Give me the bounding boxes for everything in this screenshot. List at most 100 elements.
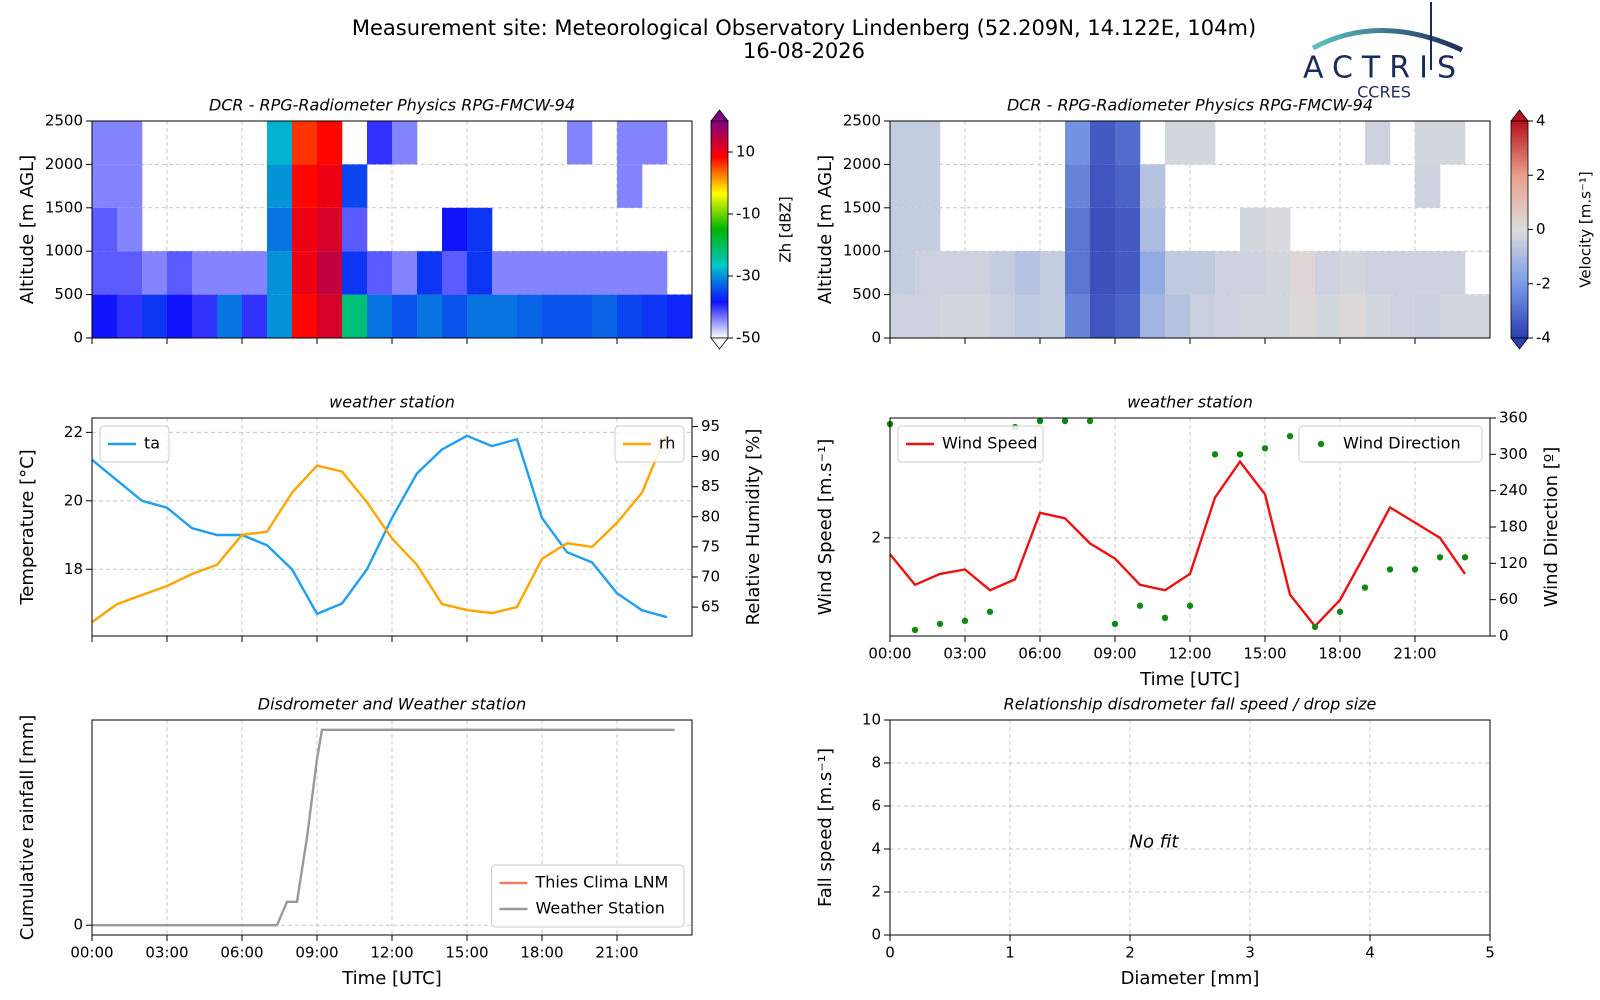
- heat-cell: [442, 251, 468, 295]
- heat-cell: [1440, 121, 1466, 165]
- legend: ta: [99, 425, 170, 463]
- heat-cell: [167, 251, 193, 295]
- heat-cell: [1415, 294, 1441, 338]
- x-tick-label: 03:00: [943, 645, 986, 663]
- heat-cell: [517, 294, 543, 338]
- heat-cell: [1065, 207, 1091, 252]
- point: [1336, 608, 1344, 615]
- y-tick-label: 500: [54, 285, 83, 303]
- y-tick-label: 2000: [45, 155, 83, 173]
- annotation: No fit: [1130, 832, 1180, 853]
- heat-cell: [1340, 294, 1366, 338]
- heat-cell: [890, 294, 916, 338]
- heat-cell: [117, 164, 143, 208]
- plot-frame: [889, 719, 1491, 936]
- plot-frame: [91, 417, 693, 637]
- legend-label: Weather Station: [536, 899, 665, 918]
- heat-cell: [1240, 294, 1266, 338]
- heat-cell: [342, 207, 368, 252]
- y2-axis-label: Wind Direction [º]: [1541, 447, 1562, 608]
- panel: DCR - RPG-Radiometer Physics RPG-FMCW-94…: [815, 96, 1595, 350]
- heat-cell: [642, 294, 668, 338]
- point: [1311, 623, 1319, 631]
- heat-cell: [317, 251, 343, 295]
- colorbar-tick-label: -4: [1536, 329, 1551, 347]
- heat-cell: [92, 294, 118, 338]
- heat-cell: [1415, 164, 1441, 208]
- y-tick-label: 2500: [45, 112, 83, 130]
- heat-cell: [1365, 294, 1391, 338]
- plot-frame: [889, 120, 1491, 339]
- heat-cell: [1115, 207, 1141, 252]
- x-tick-label: 06:00: [220, 944, 263, 962]
- x-tick-label: 4: [1365, 944, 1375, 962]
- point: [1186, 602, 1194, 609]
- point: [1086, 417, 1094, 425]
- heat-cell: [1115, 294, 1141, 338]
- legend-label: rh: [659, 434, 675, 453]
- heat-cell: [1015, 294, 1041, 338]
- panel-title: Disdrometer and Weather station: [258, 695, 526, 714]
- y2-tick-label: 95: [701, 417, 720, 435]
- y2-tick-label: 60: [1499, 590, 1518, 608]
- heat-cell: [467, 294, 493, 338]
- y2-tick-label: 65: [701, 598, 720, 616]
- colorbar-extend-bottom: [710, 337, 729, 350]
- heat-cell: [292, 207, 318, 252]
- heat-cell: [317, 121, 343, 165]
- series-line: [91, 432, 669, 624]
- heat-cell: [1265, 251, 1291, 295]
- heat-cell: [990, 251, 1016, 295]
- heat-cell: [267, 121, 293, 165]
- plot-frame: [889, 417, 1491, 637]
- y2-tick-label: 75: [701, 537, 720, 555]
- x-axis-label: Diameter [mm]: [1121, 968, 1260, 989]
- legend: Thies Clima LNM Weather Station: [491, 864, 685, 928]
- panel-title: Relationship disdrometer fall speed / dr…: [1004, 695, 1377, 714]
- heat-cell: [1115, 121, 1141, 165]
- x-tick-label: 06:00: [1018, 645, 1061, 663]
- heat-cell: [1140, 294, 1166, 338]
- y-axis-label: Wind Speed [m.s⁻¹]: [815, 439, 836, 616]
- heat-cell: [342, 164, 368, 208]
- heat-cell: [890, 121, 916, 165]
- heat-cell: [1465, 294, 1491, 338]
- heat-cell: [467, 207, 493, 252]
- heat-cell: [940, 294, 966, 338]
- heat-cell: [192, 251, 218, 295]
- heat-cell: [642, 121, 668, 165]
- x-tick-label: 09:00: [295, 944, 338, 962]
- y2-tick-label: 240: [1499, 481, 1528, 499]
- y-axis-label: Temperature [°C]: [17, 449, 38, 605]
- heat-cell: [167, 294, 193, 338]
- figure-title: Measurement site: Meteorological Observa…: [352, 16, 1256, 40]
- colorbar-tick-label: -2: [1536, 274, 1551, 292]
- point: [1261, 445, 1269, 452]
- heat-cell: [915, 207, 941, 252]
- point: [1111, 620, 1119, 628]
- point: [1061, 417, 1069, 425]
- x-tick-label: 18:00: [520, 944, 563, 962]
- heat-cell: [392, 251, 418, 295]
- point: [961, 617, 969, 625]
- x-axis-label: Time [UTC]: [1139, 669, 1240, 690]
- colorbar-extend-top: [710, 109, 729, 122]
- logo: ACTRIS CCRES: [1303, 2, 1464, 102]
- heat-cell: [367, 251, 393, 295]
- colorbar-label: Zh [dBZ]: [777, 196, 795, 262]
- heat-cell: [1090, 207, 1116, 252]
- plot-frame: [91, 719, 693, 936]
- point: [1411, 566, 1419, 573]
- point: [1386, 566, 1394, 573]
- panel-title: DCR - RPG-Radiometer Physics RPG-FMCW-94: [209, 96, 575, 115]
- heat-cell: [1140, 164, 1166, 208]
- y2-tick-label: 180: [1499, 518, 1528, 536]
- series-line: [889, 459, 1466, 629]
- heat-cell: [1065, 251, 1091, 295]
- colorbar-tick-label: -10: [736, 205, 761, 223]
- heat-cell: [642, 251, 668, 295]
- y-tick-label: 0: [871, 926, 881, 944]
- heat-cell: [1290, 294, 1316, 338]
- heat-cell: [292, 294, 318, 338]
